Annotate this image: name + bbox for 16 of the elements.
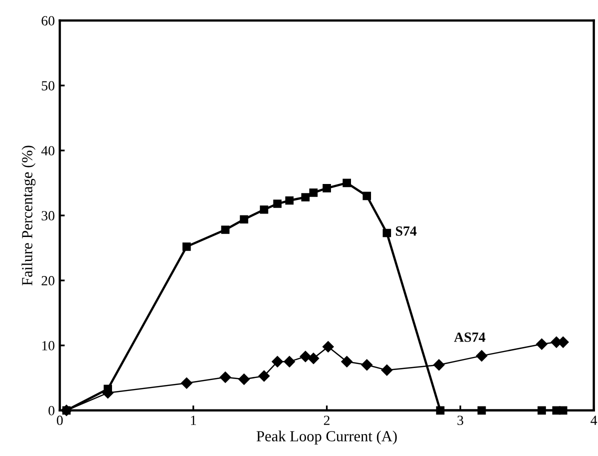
x-tick-label: 1 <box>191 416 196 425</box>
annotation: AS74 <box>454 332 486 342</box>
x-axis-title: Peak Loop Current (A) <box>256 430 397 444</box>
x-tick-label: 4 <box>590 416 598 425</box>
y-axis-title: Failure Percentage (%) <box>22 146 36 286</box>
x-tick-label: 3 <box>458 416 464 426</box>
x-tick-label: 0 <box>56 416 63 426</box>
y-tick-label: 0 <box>48 406 54 416</box>
y-tick-label: 30 <box>42 211 54 220</box>
y-tick-label: 50 <box>42 81 54 90</box>
y-tick-label: 10 <box>42 341 54 350</box>
x-tick-label: 2 <box>324 416 330 425</box>
annotation: S74 <box>396 226 417 236</box>
y-tick-label: 60 <box>42 16 54 26</box>
y-tick-label: 20 <box>42 276 54 286</box>
y-tick-label: 40 <box>41 146 54 156</box>
